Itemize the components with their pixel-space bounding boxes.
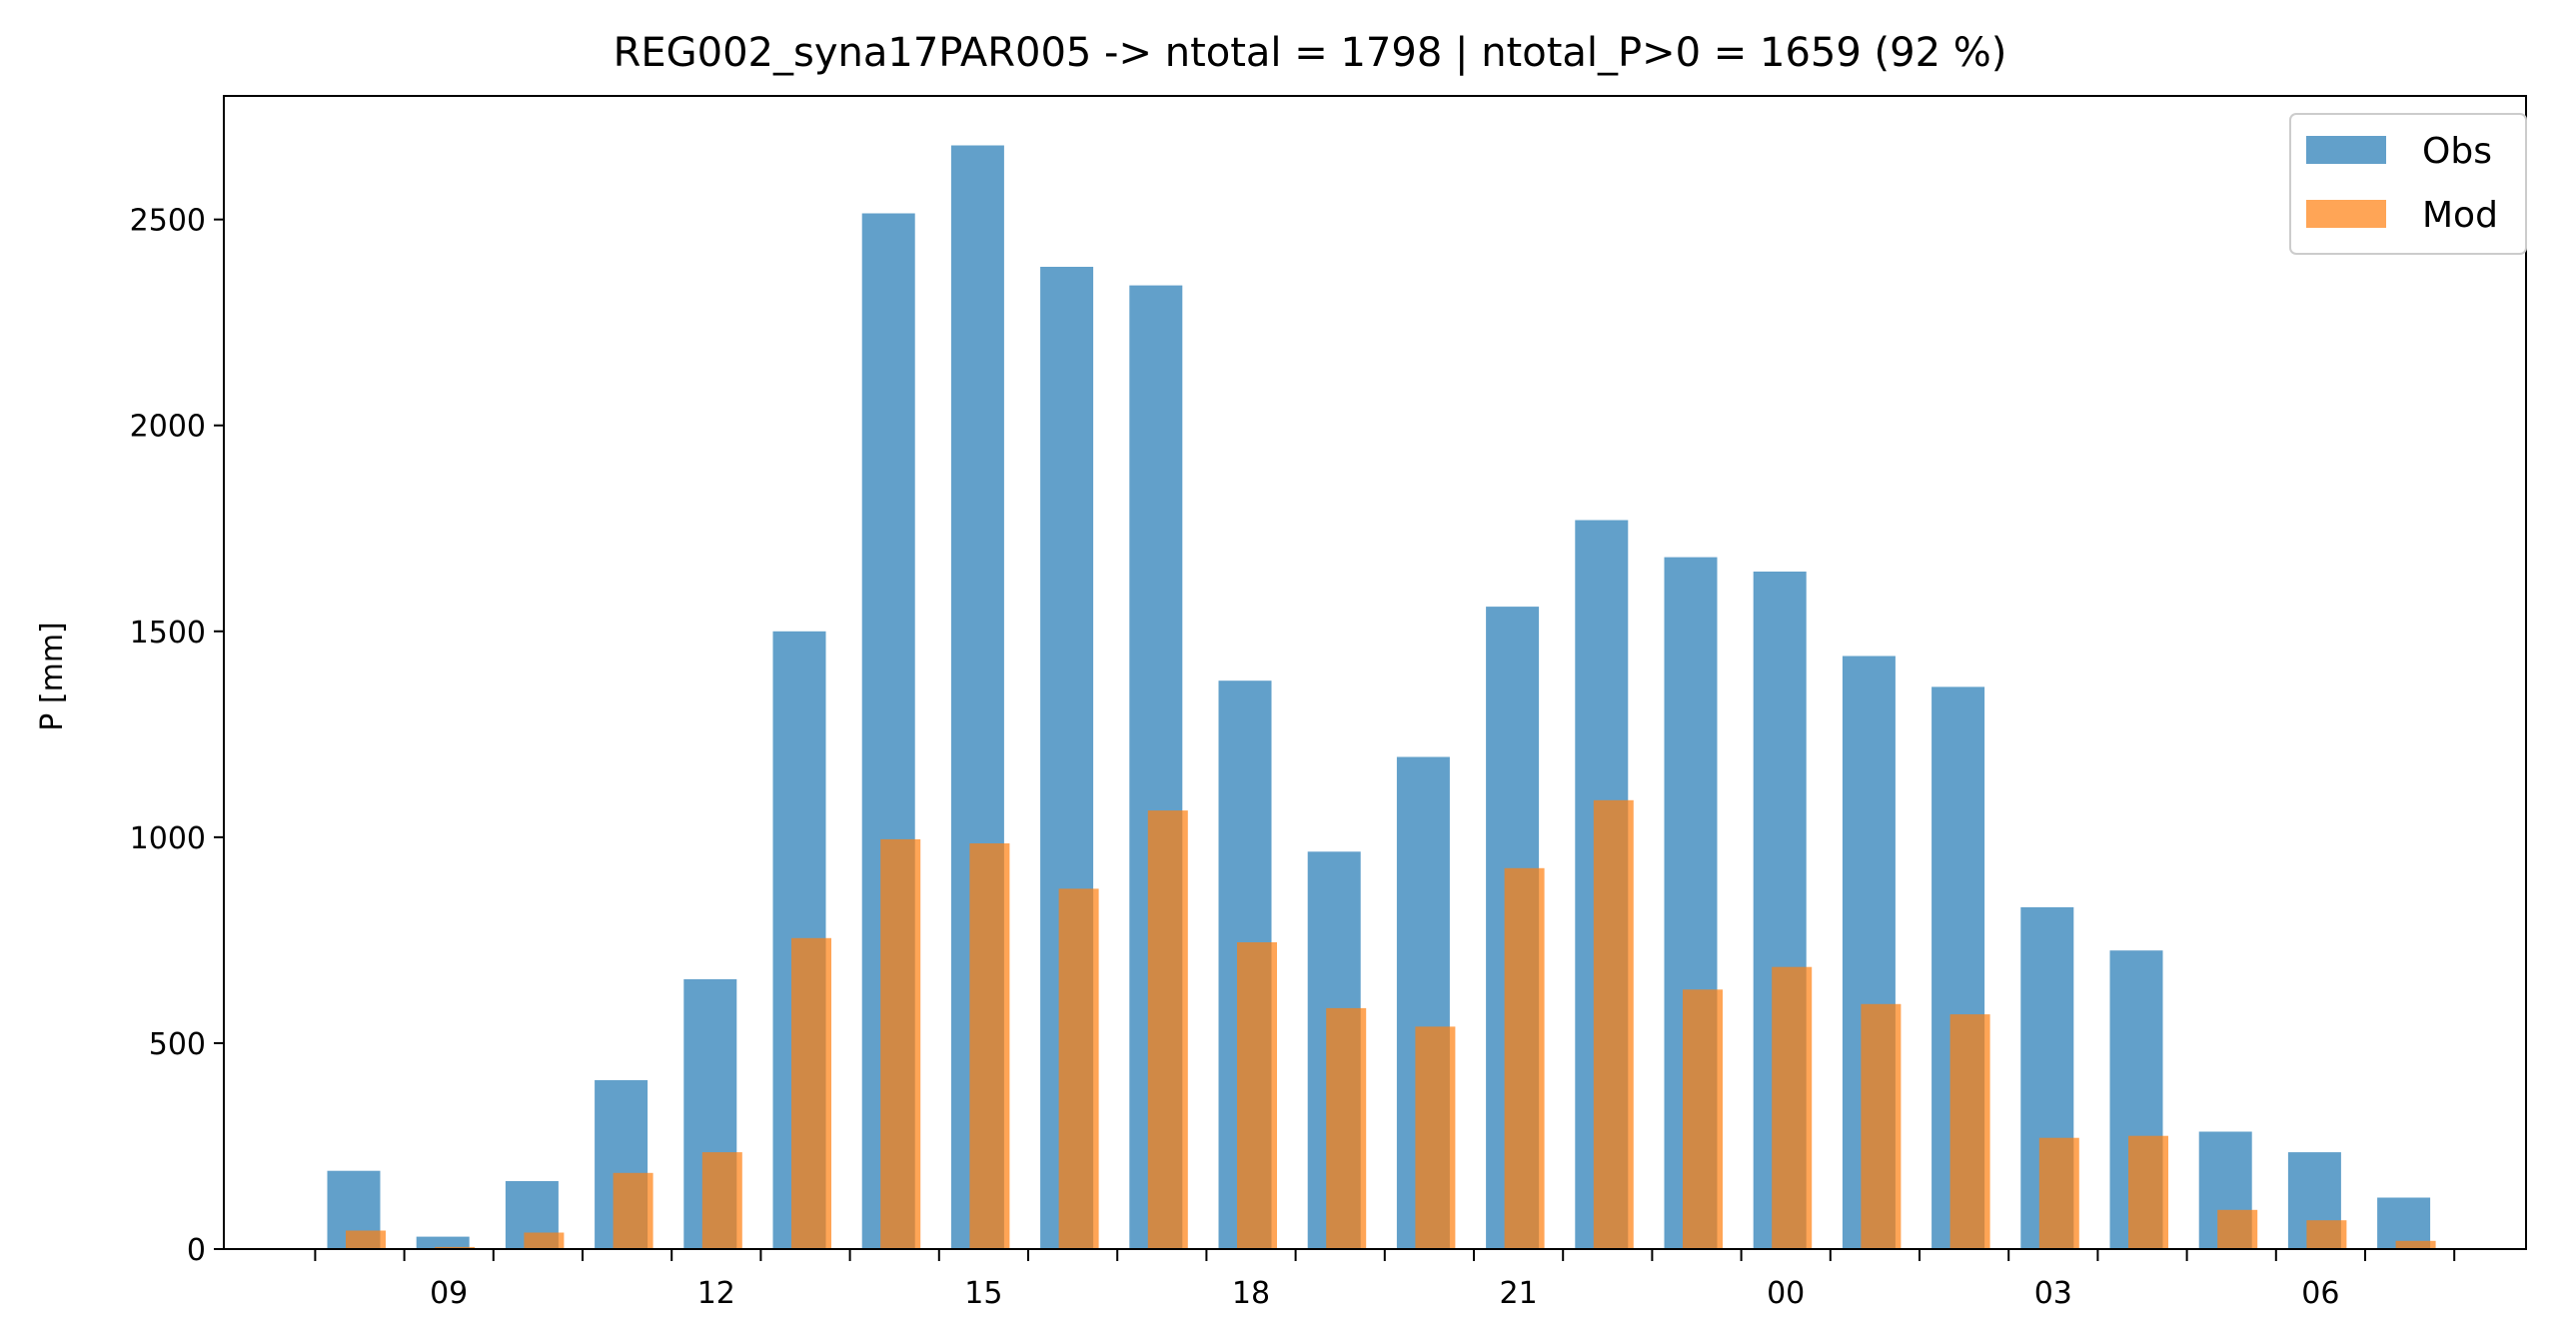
bar-mod-06 [2306,1220,2347,1249]
x-tick-label-15: 15 [964,1276,1002,1311]
bar-mod-23 [1683,989,1723,1249]
bar-mod-19 [1326,1007,1367,1249]
x-tick-label-09: 09 [430,1276,468,1311]
bar-mod-05 [2217,1209,2258,1249]
bar-obs-09 [416,1236,470,1249]
bar-mod-13 [791,937,831,1249]
bar-mod-12 [701,1152,742,1249]
bar-mod-02 [1949,1014,1990,1249]
bar-mod-11 [613,1172,653,1249]
bar-mod-09 [435,1246,476,1249]
legend-label-mod: Mod [2422,195,2498,236]
legend-swatch-obs [2306,136,2386,164]
y-tick-label-1000: 1000 [130,821,206,856]
legend-swatch-mod [2306,200,2386,228]
bar-mod-22 [1593,799,1634,1249]
plot-frame [223,95,2527,1250]
x-tick-label-18: 18 [1232,1276,1270,1311]
bar-mod-03 [2038,1137,2079,1249]
axes-group: 0 500 1000 1500 2000 2500 09 12 15 18 21 00 03 06 [130,95,2527,1311]
bar-mod-04 [2128,1135,2168,1249]
legend-label-obs: Obs [2422,131,2492,172]
bar-mod-18 [1237,942,1277,1249]
y-tick-label-1500: 1500 [130,616,206,651]
bar-mod-01 [1861,1003,1902,1249]
x-tick-label-12: 12 [697,1276,735,1311]
bar-mod-17 [1147,810,1188,1249]
y-axis-label: P [mm] [35,622,70,730]
bar-mod-00 [1772,966,1813,1249]
bar-obs-07 [2377,1197,2431,1249]
bars-group [327,145,2436,1250]
bar-mod-07 [2395,1240,2436,1249]
x-tick-label-21: 21 [1500,1276,1538,1311]
y-tick-label-0: 0 [187,1233,206,1268]
x-tick-label-06: 06 [2301,1276,2339,1311]
x-tick-label-00: 00 [1767,1276,1805,1311]
bar-mod-21 [1504,867,1545,1249]
bar-mod-20 [1415,1026,1456,1249]
bar-mod-10 [524,1232,565,1249]
x-tick-label-03: 03 [2034,1276,2072,1311]
chart-title: REG002_syna17PAR005 -> ntotal = 1798 | n… [614,30,2007,76]
bar-mod-08 [346,1230,386,1249]
legend: Obs Mod [2289,113,2527,255]
bar-mod-16 [1058,888,1099,1249]
y-tick-label-500: 500 [149,1027,206,1062]
y-tick-label-2500: 2500 [130,204,206,239]
bar-mod-15 [969,843,1010,1249]
bar-mod-14 [880,838,921,1249]
y-tick-label-2000: 2000 [130,410,206,445]
